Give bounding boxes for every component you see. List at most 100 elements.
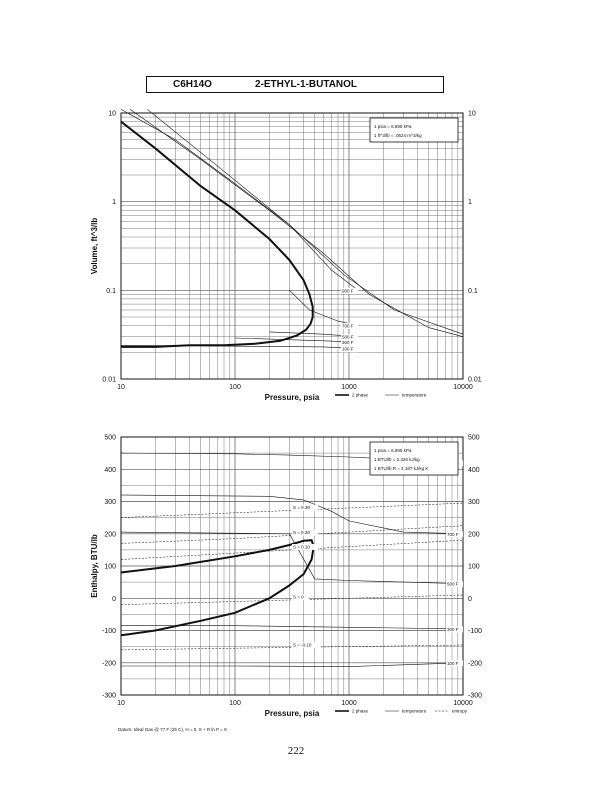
plot1-x-tick-label: 10000	[453, 384, 473, 391]
plot2-y-tick-label: -300	[102, 693, 116, 700]
plot1-temperature-curve	[147, 109, 464, 335]
plot1-x-axis-title: Pressure, psia	[265, 393, 320, 402]
plot2-y-tick-label-right: 300	[468, 499, 480, 506]
plot2-y-tick-label: 0	[112, 596, 116, 603]
plot2-curve-label-bg	[446, 660, 463, 667]
plot1-y-tick-label: 0.01	[102, 377, 116, 384]
plot1-y-tick-label: 10	[108, 111, 116, 118]
plot2-curve-label-bg	[292, 641, 321, 648]
plot2-y-tick-label: 500	[104, 435, 116, 442]
plot1-curve-label: 300 F	[342, 340, 354, 345]
plot2-x-tick-label: 10	[117, 700, 125, 707]
plot2-legend-label: entropy	[452, 709, 468, 714]
plot1-curve-label: 500 F	[342, 335, 354, 340]
plot1-curve-label-bg	[341, 323, 359, 330]
page-number: 222	[287, 745, 305, 757]
plot2-curve-label-bg	[446, 581, 463, 588]
plot2-y-tick-label: -100	[102, 628, 116, 635]
plot1-x-tick-label: 100	[229, 384, 241, 391]
plot2-y-tick-label-right: 500	[468, 435, 480, 442]
plot2-curve-label-bg	[446, 626, 463, 633]
plot2-y-tick-label: 100	[104, 564, 116, 571]
compound-name-label: 2-ETHYL-1-BUTANOL	[255, 79, 358, 90]
plot2-x-tick-label: 1000	[341, 700, 357, 707]
plot2-legend-label: 2 phase	[352, 709, 369, 714]
plot2-curve-label: S = 0	[293, 595, 304, 600]
plot1-curve-label: 700 F	[342, 324, 354, 329]
plot2-2phase-curve	[120, 539, 315, 637]
plot1-frame	[120, 112, 464, 380]
plot2-y-tick-label-right: 100	[468, 564, 480, 571]
plot2-y-tick-label-right: -100	[468, 628, 482, 635]
plot1-curve-label-bg	[341, 334, 359, 341]
plot1-y-tick-label: 1	[112, 199, 116, 206]
plot2-curve-label: S = 0.30	[293, 505, 310, 510]
plot2-curve-label-bg	[292, 529, 318, 536]
plot2-y-tick-label: 300	[104, 499, 116, 506]
plot1-conversion-box	[369, 117, 459, 143]
plot2-y-tick-label-right: -200	[468, 660, 482, 667]
plot1-curve-label-bg	[341, 346, 359, 353]
plot2-y-tick-label: -200	[102, 660, 116, 667]
plot1-curve-label-bg	[341, 339, 359, 346]
plot2-y-tick-label: 400	[104, 467, 116, 474]
plot2-temperature-curve	[121, 625, 464, 630]
plot1-y-tick-label-right: 0.1	[468, 288, 478, 295]
plot2-conversion-box	[369, 441, 459, 476]
plot2-entropy-curve	[120, 644, 464, 651]
plot1-conversion-text: 1 psia = 6.895 kPa	[374, 124, 412, 129]
plot2-x-tick-label: 100	[229, 700, 241, 707]
plot2-entropy-curve	[120, 594, 464, 605]
plot2-y-tick-label-right: 200	[468, 531, 480, 538]
plot2-entropy-curve	[120, 502, 464, 518]
plot1-y-tick-label: 0.1	[106, 288, 116, 295]
plot2-curve-label: S = -0.10	[293, 642, 312, 647]
plot2-y-tick-label-right: -300	[468, 693, 482, 700]
plot1-y-tick-label-right: 1	[468, 199, 472, 206]
plot2-entropy-curve	[120, 539, 464, 560]
plot2-frame	[120, 436, 464, 696]
plot1-legend-label: 2 phase	[352, 393, 369, 398]
plot2-temperature-curve	[120, 531, 464, 584]
plot1-x-tick-label: 10	[117, 384, 125, 391]
plot1-y-tick-label-right: 0.01	[468, 377, 482, 384]
plot2-curve-label: 700 F	[447, 532, 459, 537]
plot1-legend-label: temperature	[402, 393, 427, 398]
plot2-legend-label: temperature	[402, 709, 427, 714]
plot2-curve-label: S = 0.10	[293, 545, 310, 550]
plot1-x-tick-label: 1000	[341, 384, 357, 391]
plot2-entropy-curve	[120, 525, 464, 544]
plot1-curve-label: 100 F	[342, 347, 354, 352]
plot2-curve-label-bg	[292, 594, 309, 601]
plot1-temperature-curve	[120, 109, 359, 291]
plot2-x-tick-label: 10000	[453, 700, 473, 707]
plot2-y-tick-label-right: 400	[468, 467, 480, 474]
plot1-temperature-curve	[129, 109, 464, 337]
plot2-y-tick-label-right: 0	[468, 596, 472, 603]
chart-title-box: C6H14O 2-ETHYL-1-BUTANOL	[146, 76, 444, 93]
formula-label: C6H14O	[173, 79, 212, 90]
plot1-conversion-text: 1 ft^3/lb = .0624 m^3/kg	[374, 133, 422, 138]
plot2-conversion-text: 1 BTU/lb R = 4.187 kJ/kg K	[374, 466, 428, 471]
plot1-temperature-curve	[234, 337, 359, 343]
plot2-conversion-text: 1 psia = 6.895 kPa	[374, 448, 412, 453]
plot2-curve-label-bg	[292, 544, 318, 551]
plot1-curve-label: 900 F	[342, 288, 354, 293]
plot2-x-axis-title: Pressure, psia	[265, 709, 320, 718]
plot2-conversion-text: 1 BTU/lb = 2.326 kJ/kg	[374, 457, 420, 462]
plot2-y-tick-label: 200	[104, 531, 116, 538]
plot2-temperature-curve	[121, 662, 464, 667]
plot1-2phase-curve	[120, 120, 314, 348]
plot2-curve-label: 300 F	[447, 627, 459, 632]
plot2-footnote: Datum: Ideal Gas @ 77 F (25 C), H = 0, S…	[118, 727, 227, 732]
plot2-curve-label-bg	[292, 504, 318, 511]
plot1-curve-label-bg	[341, 287, 359, 294]
plot1-y-tick-label-right: 10	[468, 111, 476, 118]
plot2-curve-label: S = 0.20	[293, 530, 310, 535]
plot2-y-axis-title: Enthalpy, BTU/lb	[90, 534, 99, 598]
plot2-curve-label-bg	[446, 531, 463, 538]
plot2-curve-label: 500 F	[447, 582, 459, 587]
plot2-curve-label: 100 F	[447, 661, 459, 666]
plot1-y-axis-title: Volume, ft^3/lb	[90, 218, 99, 275]
